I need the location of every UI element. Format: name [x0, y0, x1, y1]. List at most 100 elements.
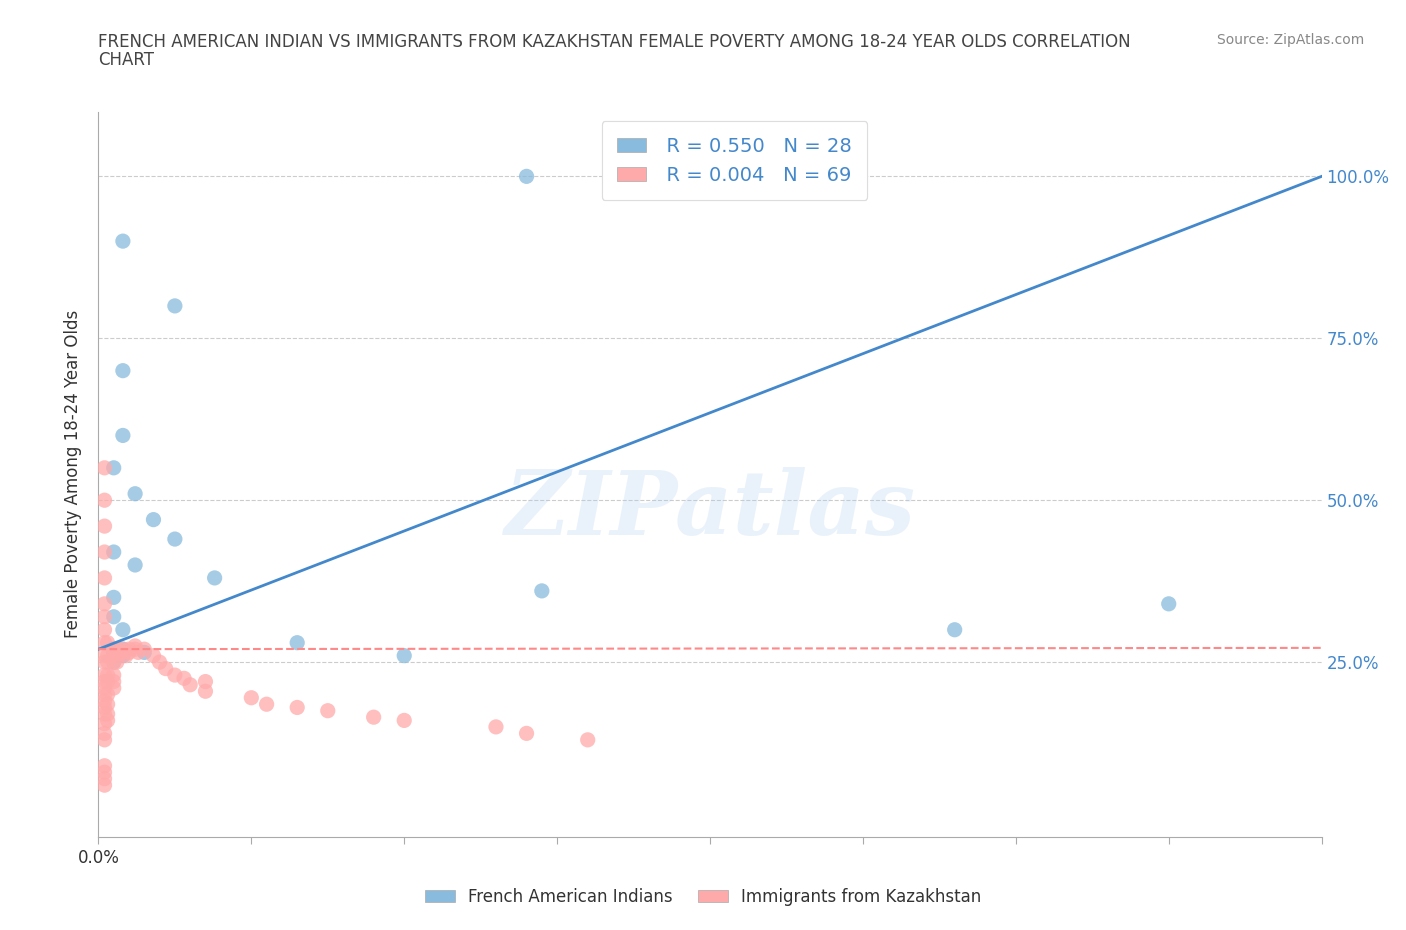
Point — [93, 668, 115, 683]
Y-axis label: Female Poverty Among 18-24 Year Olds: Female Poverty Among 18-24 Year Olds — [65, 311, 83, 638]
Point — [363, 710, 385, 724]
Point — [149, 655, 172, 670]
Point — [103, 545, 125, 560]
Point — [943, 622, 966, 637]
Point — [516, 169, 538, 184]
Point — [93, 758, 115, 773]
Point — [163, 299, 186, 313]
Point — [124, 639, 146, 654]
Point — [124, 558, 146, 573]
Legend:   R = 0.550   N = 28,   R = 0.004   N = 69: R = 0.550 N = 28, R = 0.004 N = 69 — [602, 121, 868, 200]
Point — [240, 690, 263, 705]
Point — [103, 460, 125, 475]
Point — [93, 700, 115, 715]
Point — [111, 428, 134, 443]
Point — [93, 694, 115, 709]
Point — [142, 512, 165, 527]
Point — [530, 583, 553, 598]
Point — [392, 648, 416, 663]
Point — [316, 703, 339, 718]
Legend: French American Indians, Immigrants from Kazakhstan: French American Indians, Immigrants from… — [418, 881, 988, 912]
Point — [103, 645, 125, 660]
Point — [93, 764, 115, 779]
Point — [93, 570, 115, 585]
Point — [108, 645, 131, 660]
Point — [97, 707, 120, 722]
Point — [485, 720, 508, 735]
Point — [93, 635, 115, 650]
Point — [103, 642, 125, 657]
Point — [392, 713, 416, 728]
Text: ZIPatlas: ZIPatlas — [505, 467, 915, 554]
Point — [93, 648, 115, 663]
Point — [179, 677, 201, 692]
Point — [93, 726, 115, 741]
Point — [134, 642, 156, 657]
Point — [97, 687, 120, 702]
Point — [97, 648, 120, 663]
Point — [97, 674, 120, 689]
Point — [118, 642, 141, 657]
Point — [111, 233, 134, 248]
Point — [142, 648, 165, 663]
Point — [93, 674, 115, 689]
Point — [103, 681, 125, 696]
Point — [111, 622, 134, 637]
Point — [103, 668, 125, 683]
Point — [97, 655, 120, 670]
Point — [668, 169, 690, 184]
Point — [118, 645, 141, 660]
Point — [173, 671, 195, 685]
Point — [93, 609, 115, 624]
Point — [103, 655, 125, 670]
Point — [285, 635, 308, 650]
Point — [103, 648, 125, 663]
Point — [256, 697, 278, 711]
Point — [103, 590, 125, 604]
Point — [127, 645, 149, 660]
Point — [103, 674, 125, 689]
Point — [155, 661, 177, 676]
Point — [93, 460, 115, 475]
Point — [93, 707, 115, 722]
Point — [576, 733, 599, 748]
Point — [103, 609, 125, 624]
Point — [93, 716, 115, 731]
Point — [111, 642, 134, 657]
Point — [194, 684, 217, 698]
Point — [93, 545, 115, 560]
Point — [93, 519, 115, 534]
Point — [111, 645, 134, 660]
Text: FRENCH AMERICAN INDIAN VS IMMIGRANTS FROM KAZAKHSTAN FEMALE POVERTY AMONG 18-24 : FRENCH AMERICAN INDIAN VS IMMIGRANTS FRO… — [98, 33, 1130, 50]
Point — [124, 486, 146, 501]
Point — [93, 596, 115, 611]
Point — [105, 642, 128, 657]
Point — [204, 570, 226, 585]
Point — [93, 777, 115, 792]
Point — [93, 687, 115, 702]
Point — [105, 655, 128, 670]
Point — [97, 635, 120, 650]
Point — [134, 645, 156, 660]
Point — [97, 668, 120, 683]
Text: CHART: CHART — [98, 51, 155, 69]
Point — [194, 674, 217, 689]
Point — [93, 655, 115, 670]
Point — [93, 771, 115, 786]
Point — [163, 668, 186, 683]
Point — [163, 532, 186, 547]
Point — [115, 648, 138, 663]
Point — [1157, 596, 1180, 611]
Text: Source: ZipAtlas.com: Source: ZipAtlas.com — [1216, 33, 1364, 46]
Point — [103, 642, 125, 657]
Point — [103, 648, 125, 663]
Point — [111, 642, 134, 657]
Point — [93, 493, 115, 508]
Point — [103, 655, 125, 670]
Point — [93, 681, 115, 696]
Point — [97, 713, 120, 728]
Point — [516, 726, 538, 741]
Point — [111, 648, 134, 663]
Point — [124, 642, 146, 657]
Point — [93, 733, 115, 748]
